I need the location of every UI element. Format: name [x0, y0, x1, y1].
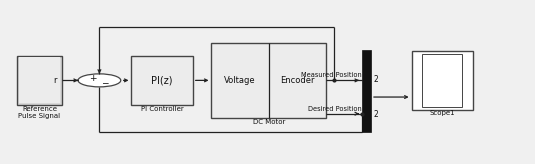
Text: DC Motor: DC Motor	[253, 119, 285, 125]
Text: Encoder: Encoder	[280, 76, 315, 85]
Bar	[363, 50, 371, 132]
Text: Measured Position: Measured Position	[301, 72, 362, 78]
Text: PI Controller: PI Controller	[141, 106, 184, 112]
Text: Voltage: Voltage	[224, 76, 256, 85]
Bar	[19, 57, 60, 103]
Circle shape	[78, 74, 121, 87]
Bar	[132, 56, 193, 105]
Bar	[422, 54, 462, 107]
Text: Scope1: Scope1	[430, 111, 455, 116]
Text: r: r	[53, 76, 57, 85]
Text: Desired Position: Desired Position	[308, 106, 362, 112]
Text: +: +	[89, 74, 97, 83]
Bar	[17, 56, 62, 105]
Text: 2: 2	[373, 75, 378, 84]
Bar	[411, 51, 473, 110]
Text: 2: 2	[373, 110, 378, 119]
Text: PI(z): PI(z)	[151, 75, 173, 85]
Text: −: −	[101, 78, 109, 87]
Bar	[211, 43, 326, 118]
Text: Reference
Pulse Signal: Reference Pulse Signal	[18, 106, 60, 119]
